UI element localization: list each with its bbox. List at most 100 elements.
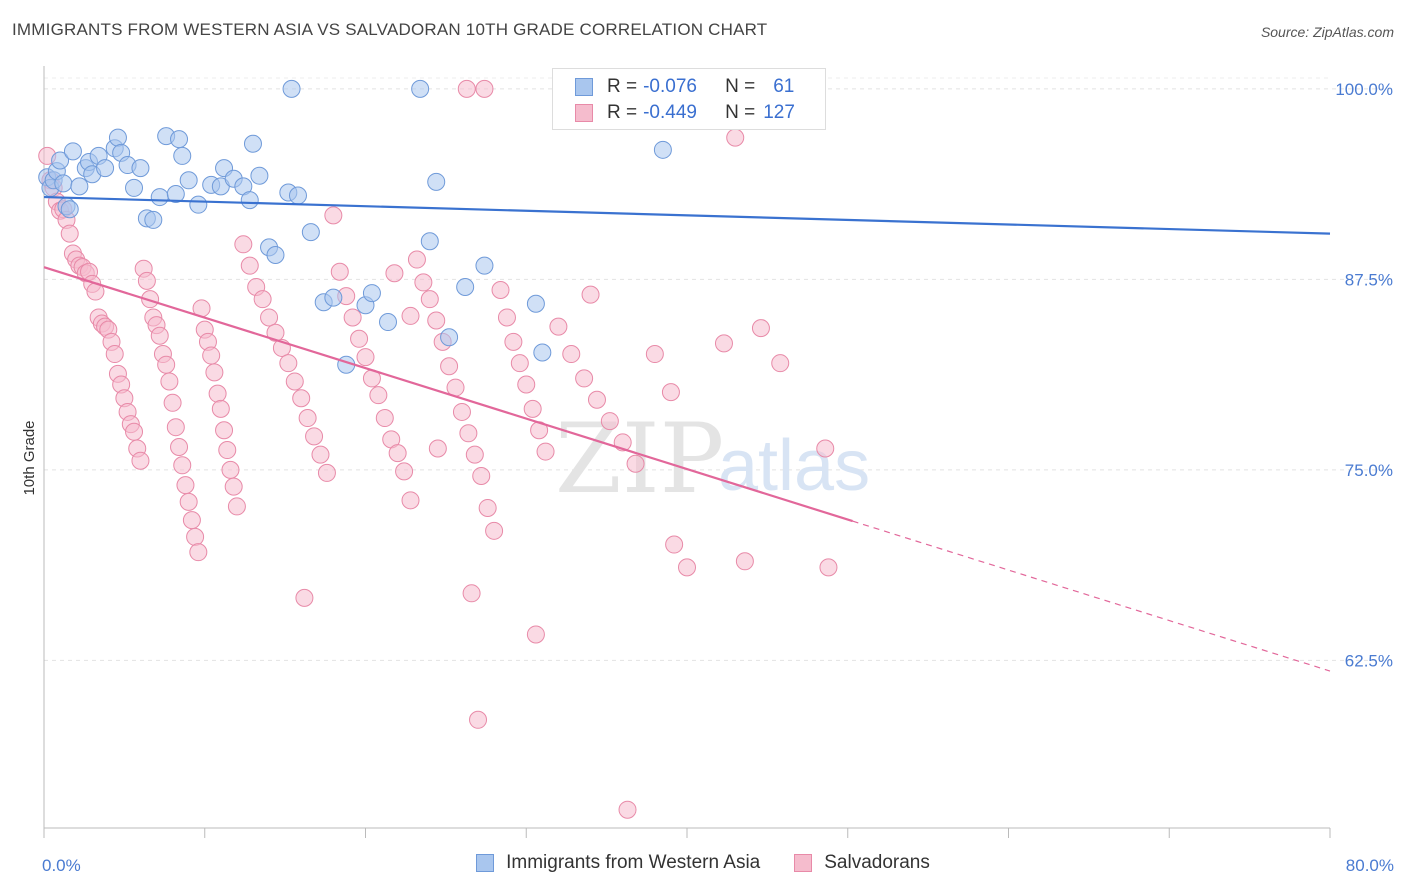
salvadorans-point [581, 285, 600, 304]
salvadorans-point [462, 584, 481, 603]
western-asia-point [96, 159, 115, 178]
salvadorans-trend-line [43, 266, 853, 523]
salvadorans-point [428, 439, 447, 458]
series-swatch-blue [476, 854, 495, 872]
western-asia-point [150, 188, 169, 207]
salvadorans-point [427, 311, 446, 330]
salvadorans-point [131, 451, 150, 470]
legend-r-label: R = [607, 102, 638, 123]
western-asia-point [240, 191, 259, 210]
watermark-atlas: atlas [718, 426, 870, 506]
salvadorans-point [279, 354, 298, 373]
salvadorans-point [179, 492, 198, 511]
legend-r-label: R = [607, 76, 638, 97]
salvadorans-point [751, 319, 770, 338]
salvadorans-point [452, 402, 471, 421]
salvadorans-point [678, 558, 696, 577]
western-asia-point [266, 245, 285, 264]
gridlines [44, 77, 1392, 661]
western-asia-point [108, 128, 127, 147]
salvadorans-point [211, 399, 230, 418]
western-asia-point [282, 79, 301, 98]
salvadorans-point [600, 412, 619, 431]
chart-title: IMMIGRANTS FROM WESTERN ASIA VS SALVADOR… [12, 20, 768, 39]
series-legend-salvadorans[interactable]: Salvadorans [794, 852, 930, 874]
salvadorans-point [141, 290, 160, 309]
western-asia-point [63, 142, 82, 161]
salvadorans-point [816, 439, 835, 458]
salvadorans-point [182, 511, 201, 530]
salvadorans-point [150, 326, 169, 345]
western-asia-point [440, 328, 459, 347]
western-asia-point [324, 288, 343, 307]
western-asia-trend-line [43, 195, 1331, 235]
salvadorans-point [407, 250, 426, 269]
western-asia-point [411, 79, 430, 98]
salvadorans-point [292, 389, 311, 408]
western-asia-point [533, 343, 552, 362]
salvadorans-point [459, 424, 478, 443]
salvadorans-point [163, 393, 182, 412]
salvadorans-point [388, 444, 407, 463]
salvadorans-point [350, 329, 369, 348]
salvadorans-point [401, 306, 420, 325]
salvadorans-point [665, 535, 684, 554]
salvadorans-point [317, 463, 336, 482]
salvadorans-point [137, 271, 156, 290]
salvadorans-point [714, 334, 733, 353]
salvadorans-point [324, 206, 343, 225]
salvadorans-point [356, 348, 375, 367]
x-tick-label: 80.0% [1346, 856, 1394, 875]
salvadorans-point [160, 372, 179, 391]
salvadorans-point [298, 409, 317, 428]
legend-row-salvadorans: R = -0.449 N = 127 [575, 101, 795, 125]
salvadorans-point [253, 290, 272, 309]
salvadorans-point [414, 273, 433, 292]
series-legend-western-asia[interactable]: Immigrants from Western Asia [476, 852, 760, 874]
series-label-western-asia: Immigrants from Western Asia [506, 852, 761, 873]
salvadorans-point [549, 317, 568, 336]
salvadorans-point [420, 290, 439, 309]
western-asia-point [250, 166, 269, 185]
salvadorans-point [105, 345, 124, 364]
salvadorans-point [465, 445, 484, 464]
salvadorans-point [305, 427, 324, 446]
western-asia-point [189, 195, 208, 214]
salvadorans-point [260, 308, 279, 327]
salvadorans-point [311, 445, 330, 464]
legend-r-value: -0.076 [643, 76, 697, 97]
western-asia-point [144, 210, 163, 229]
salvadorans-point [208, 384, 227, 403]
tick-labels: 62.5% 75.0% 87.5% 100.0% 0.0% 80.0% [42, 80, 1394, 875]
salvadorans-point [221, 460, 240, 479]
salvadorans-point [395, 462, 414, 481]
salvadorans-point [526, 625, 545, 644]
western-asia-point [653, 140, 672, 159]
western-asia-point [362, 284, 381, 303]
salvadorans-point [205, 363, 224, 382]
western-asia-point [131, 159, 150, 178]
legend-n-label: N = [725, 76, 756, 97]
correlation-legend: R = -0.076 N = 61 R = -0.449 N = 127 [552, 68, 826, 130]
y-tick-label: 87.5% [1345, 270, 1393, 289]
salvadorans-point [575, 369, 594, 388]
salvadorans-point [189, 543, 208, 562]
salvadorans-point [173, 456, 192, 475]
western-asia-point [60, 200, 79, 219]
western-asia-point [288, 186, 307, 205]
salvadorans-point [218, 441, 237, 460]
legend-n-value: 127 [763, 102, 795, 123]
salvadorans-point [819, 558, 838, 577]
salvadorans-point [497, 308, 516, 327]
salvadorans-point [510, 354, 529, 373]
salvadorans-point [369, 386, 388, 405]
salvadorans-point [234, 235, 253, 254]
salvadorans-point [618, 800, 637, 819]
series-swatch-pink [794, 854, 813, 872]
western-asia-point [179, 171, 198, 190]
salvadorans-point [485, 521, 504, 540]
salvadorans-point [457, 79, 476, 98]
salvadorans-point [491, 281, 510, 300]
western-asia-point [420, 232, 439, 251]
salvadorans-point [726, 128, 745, 147]
